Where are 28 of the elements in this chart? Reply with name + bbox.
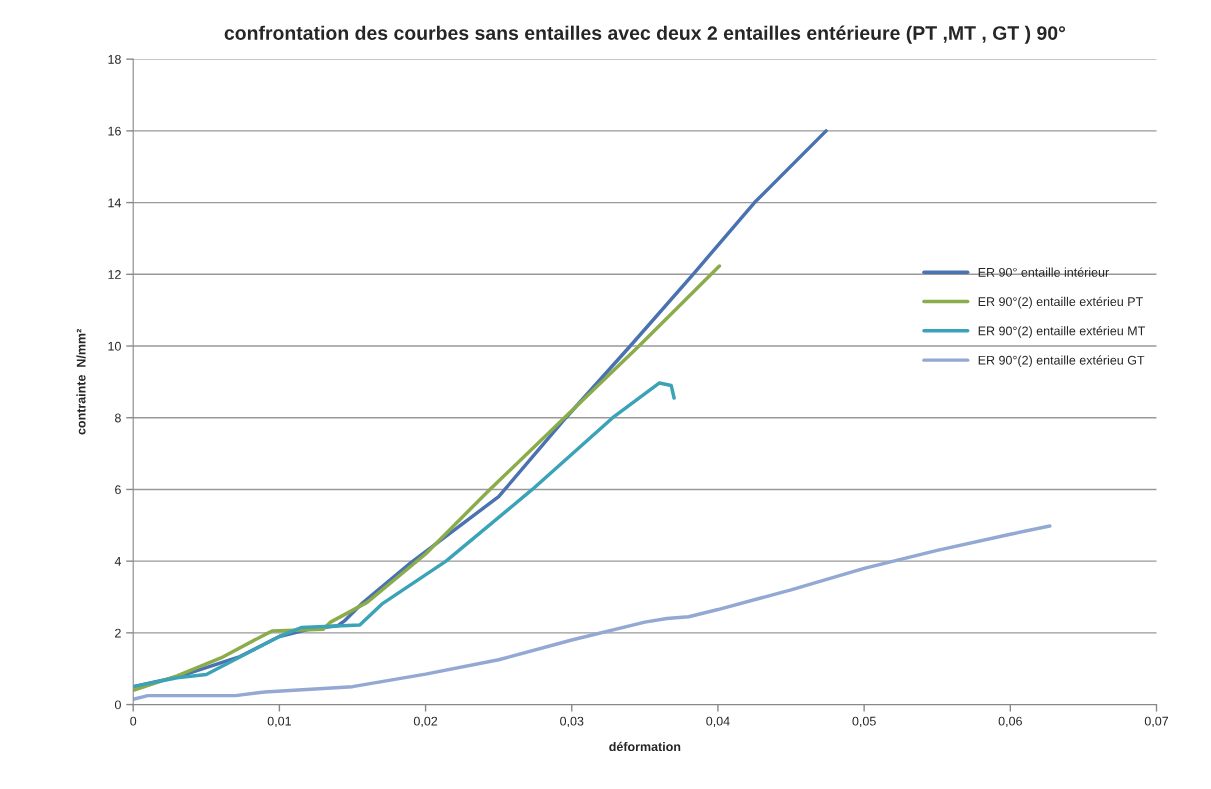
- x-tick-label: 0,06: [998, 716, 1022, 728]
- x-tick-label: 0,02: [413, 716, 438, 728]
- y-tick-label: 14: [108, 198, 122, 208]
- y-tick-label: 12: [108, 270, 121, 279]
- line-series: [133, 264, 722, 692]
- line-series: [133, 381, 676, 689]
- y-tick-label: 16: [108, 126, 121, 136]
- legend-label: ER 90°(2) entaille extérieu GT: [978, 355, 1145, 368]
- x-tick-label: 0,04: [706, 716, 730, 728]
- x-tick-label: 0,07: [1144, 716, 1169, 728]
- x-tick-label: 0: [130, 716, 137, 726]
- y-tick-label: 8: [115, 413, 121, 423]
- y-tick-label: 0: [114, 700, 121, 710]
- line-series: [133, 524, 1052, 701]
- legend-label: ER 90°(2) entaille extérieu MT: [978, 326, 1145, 338]
- x-axis-title: déformation: [609, 741, 681, 752]
- x-tick-label: 0,03: [560, 716, 584, 728]
- x-tick-label: 0,05: [852, 716, 876, 728]
- y-tick-label: 4: [114, 557, 122, 566]
- legend-label: ER 90°(2) entaille extérieu PT: [978, 296, 1143, 309]
- y-tick-label: 6: [115, 485, 121, 495]
- y-tick-label: 18: [108, 54, 121, 64]
- y-tick-label: 10: [108, 341, 121, 351]
- x-tick-label: 0,01: [267, 716, 291, 728]
- y-tick-label: 2: [115, 628, 121, 638]
- y-axis-title: contrainte N/mm²: [76, 329, 86, 435]
- legend-label: ER 90° entaille intérieur: [978, 267, 1109, 277]
- chart-title: confrontation des courbes sans entailles avec deux 2 entailles entérieure (PT ,MT , GT ) 90°: [224, 25, 1066, 44]
